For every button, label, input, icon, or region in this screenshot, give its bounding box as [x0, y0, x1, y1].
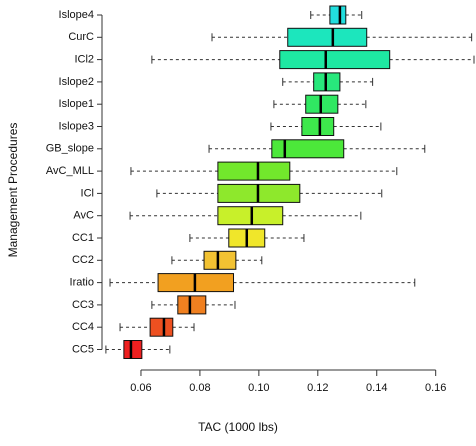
box: [177, 295, 207, 315]
y-tick-label: Islope1: [59, 98, 94, 110]
box: [149, 317, 174, 337]
box: [279, 50, 391, 70]
y-tick-label: Islope3: [59, 120, 94, 132]
y-tick-label: ICl2: [74, 54, 94, 66]
y-tick-label: ICl: [81, 187, 94, 199]
x-tick-label: 0.10: [248, 382, 269, 394]
box: [203, 250, 237, 270]
y-tick-label: CC2: [72, 254, 94, 266]
x-tick-label: 0.08: [189, 382, 210, 394]
y-tick-label: CC3: [72, 299, 94, 311]
y-tick-label: Islope4: [59, 9, 94, 21]
x-tick-label: 0.14: [366, 382, 387, 394]
x-axis-title: TAC (1000 lbs): [198, 420, 278, 434]
box: [329, 5, 347, 25]
y-tick-label: GB_slope: [46, 143, 94, 155]
box: [123, 340, 143, 359]
y-tick-label: CurC: [68, 31, 94, 43]
x-tick-label: 0.12: [307, 382, 328, 394]
box: [217, 161, 291, 181]
y-tick-label: CC1: [72, 232, 94, 244]
y-tick-label: Islope2: [59, 76, 94, 88]
y-tick-label: AvC: [73, 210, 94, 222]
y-tick-label: CC4: [72, 321, 94, 333]
y-axis-title: Management Procedures: [6, 123, 20, 258]
box: [301, 117, 335, 136]
x-tick-label: 0.06: [130, 382, 151, 394]
x-tick-label: 0.16: [425, 382, 446, 394]
y-tick-label: CC5: [72, 343, 94, 355]
box: [217, 206, 284, 226]
box: [271, 139, 345, 159]
y-tick-label: AvC_MLL: [46, 165, 94, 177]
box: [287, 27, 368, 47]
y-tick-label: Iratio: [70, 277, 94, 289]
